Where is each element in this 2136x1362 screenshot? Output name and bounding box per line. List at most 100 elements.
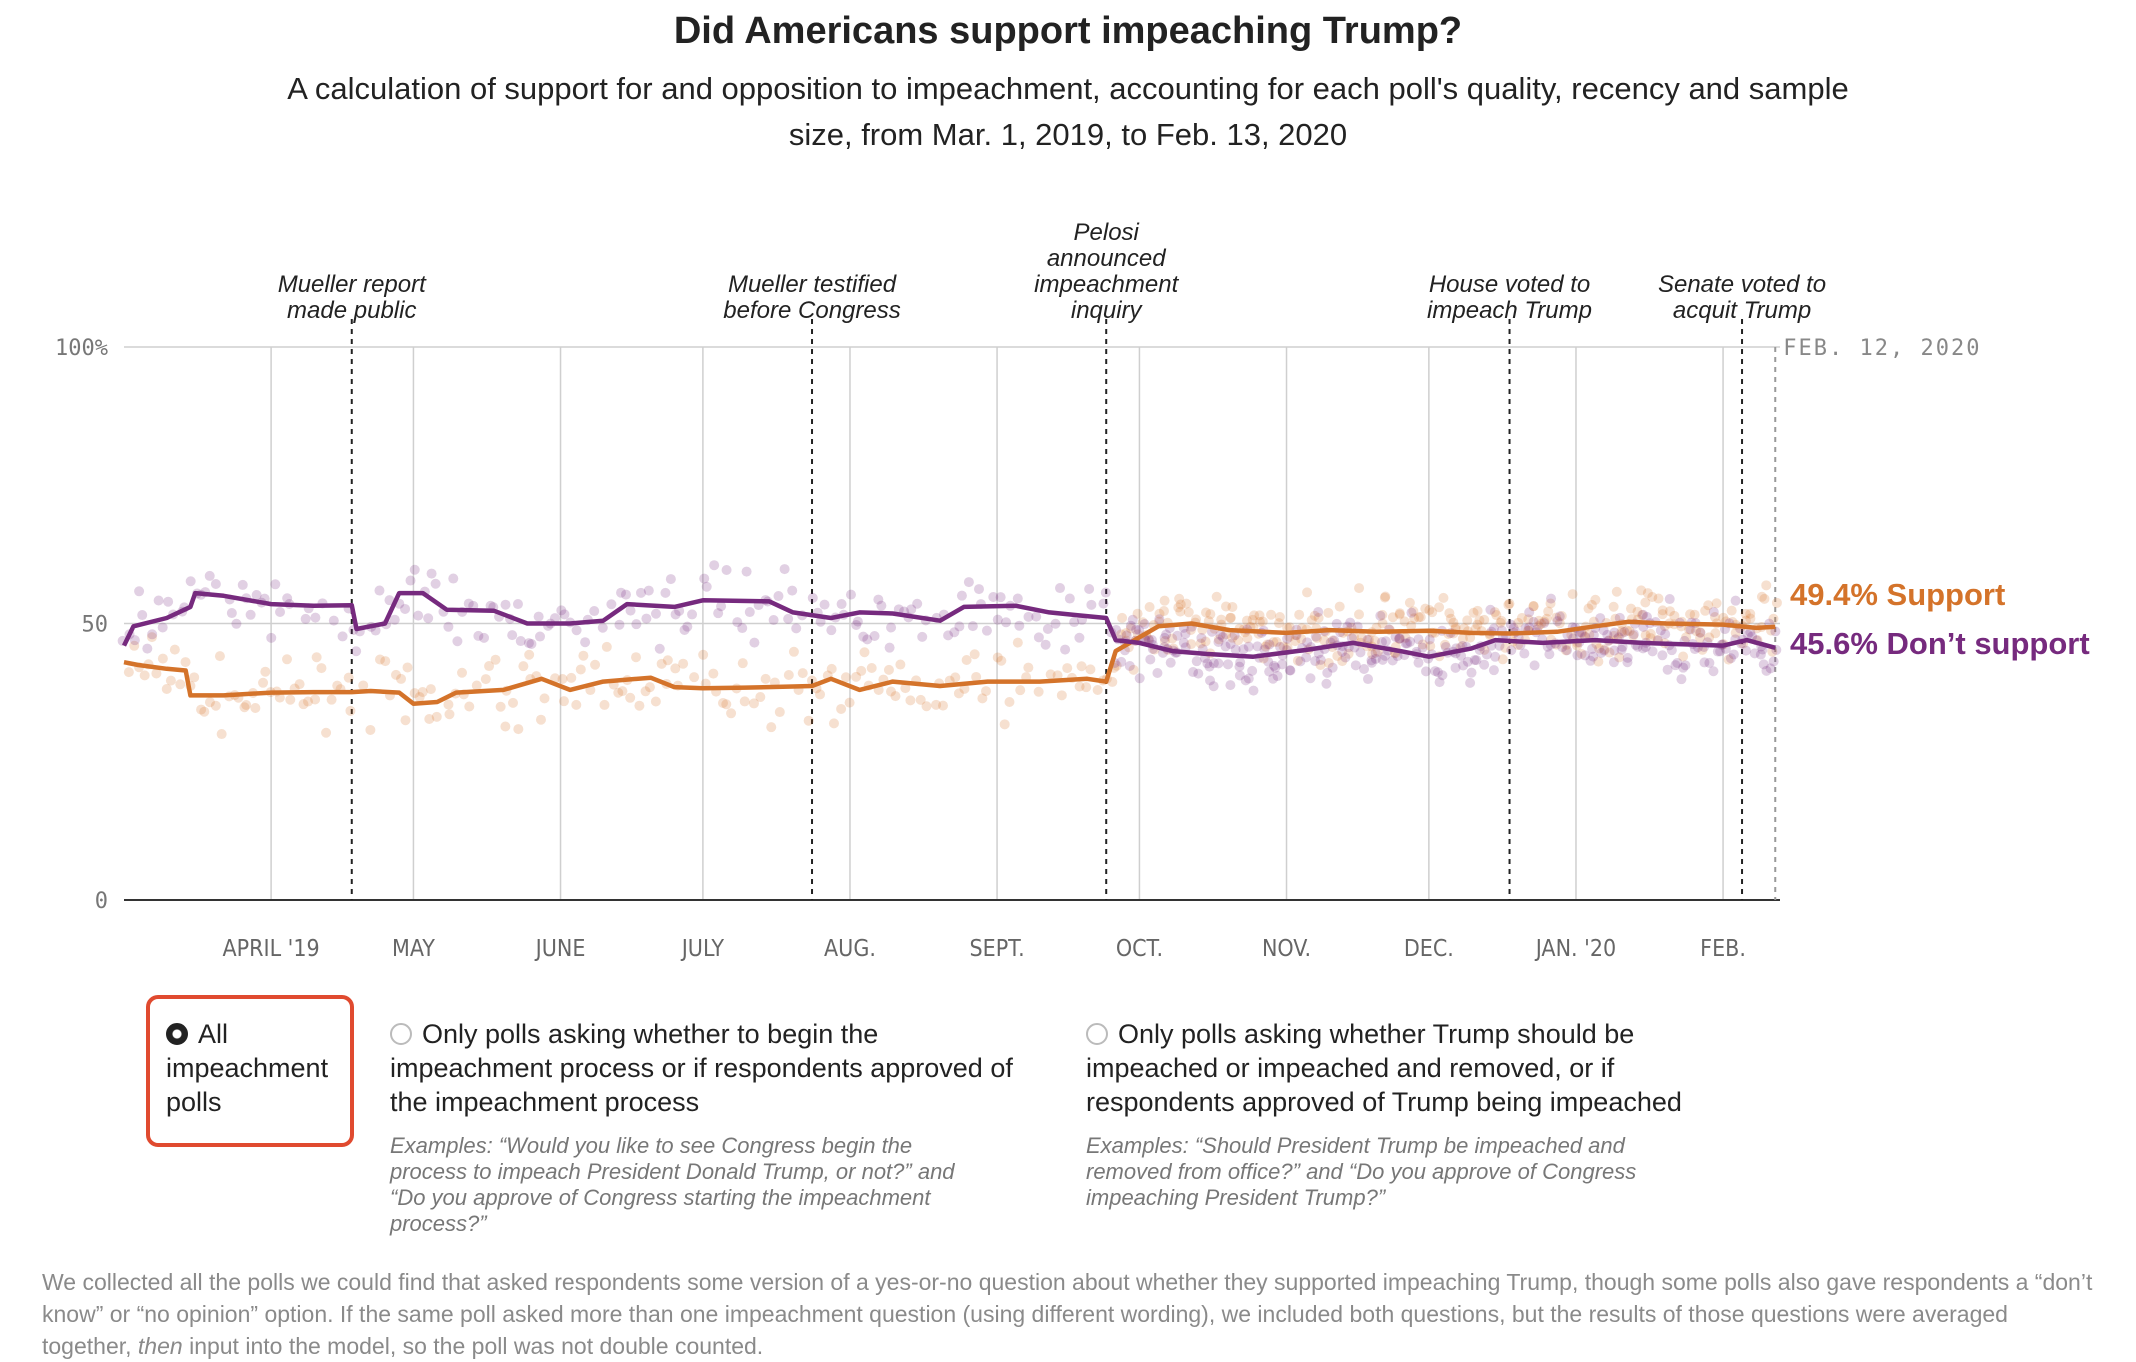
poll-dot (620, 589, 631, 600)
poll-dot (1152, 668, 1163, 679)
poll-dot (1269, 660, 1280, 671)
poll-dot (389, 614, 400, 625)
poll-dot (606, 599, 617, 610)
poll-dot (1205, 609, 1216, 620)
poll-dot (1377, 654, 1388, 665)
poll-dot (1758, 659, 1769, 670)
poll-dot (1611, 586, 1622, 597)
poll-dot (1440, 641, 1451, 652)
poll-dot (1054, 583, 1065, 594)
poll-dot (737, 623, 748, 634)
poll-dot (791, 623, 802, 634)
option-label: All (198, 1019, 229, 1049)
poll-dot (1636, 585, 1647, 596)
poll-dot (1765, 663, 1776, 674)
poll-dot (535, 631, 546, 642)
poll-dot (524, 649, 535, 660)
poll-dot (1159, 595, 1170, 606)
poll-dot (1174, 593, 1185, 604)
poll-dot (1638, 609, 1649, 620)
poll-dot (417, 687, 428, 698)
poll-dot (1331, 618, 1342, 629)
event-label: Senate voted to (1658, 271, 1826, 298)
poll-dot (1503, 599, 1514, 610)
poll-dot (1723, 654, 1734, 665)
option-label: respondents approved of Trump being impe… (1086, 1087, 1682, 1117)
poll-dot (1505, 619, 1516, 630)
poll-dot (708, 668, 719, 679)
poll-dot (1294, 609, 1305, 620)
poll-dot (640, 686, 651, 697)
poll-dot (905, 695, 916, 706)
poll-dot (523, 638, 534, 649)
poll-dot (1596, 647, 1607, 658)
poll-dot (1647, 592, 1658, 603)
poll-dot (1642, 588, 1653, 599)
poll-dot (1539, 618, 1550, 629)
poll-dot (471, 680, 482, 691)
poll-dot (1417, 642, 1428, 653)
radio-unselected-icon[interactable] (1086, 1023, 1108, 1045)
poll-dot (549, 613, 560, 624)
poll-dot (1062, 663, 1073, 674)
poll-dot (1376, 637, 1387, 648)
poll-dot (1033, 632, 1044, 643)
poll-dot (616, 587, 627, 598)
poll-dot (1337, 656, 1348, 667)
poll-dot (1334, 601, 1345, 612)
poll-dot (1472, 605, 1483, 616)
poll-dot (859, 647, 870, 658)
poll-dot (1327, 635, 1338, 646)
poll-dot (597, 622, 608, 633)
poll-dot (1434, 677, 1445, 688)
poll-dot (721, 564, 732, 575)
option-all-polls[interactable]: All impeachment polls (166, 1017, 328, 1119)
poll-dot (1500, 642, 1511, 653)
poll-dot (204, 570, 215, 581)
poll-dot (1270, 662, 1281, 673)
poll-dot (1666, 645, 1677, 656)
poll-dot (1254, 616, 1265, 627)
x-tick-label: APRIL '19 (222, 936, 319, 962)
radio-selected-icon[interactable] (166, 1023, 188, 1045)
poll-dot (1761, 580, 1772, 591)
poll-dot (1602, 629, 1613, 640)
poll-dot (1413, 612, 1424, 623)
poll-dot (1551, 612, 1562, 623)
poll-dot (1681, 632, 1692, 643)
poll-dot (216, 729, 227, 740)
poll-dot (275, 606, 286, 617)
poll-dot (1217, 632, 1228, 643)
poll-dot (1560, 645, 1571, 656)
event-label: House voted to (1429, 271, 1590, 298)
poll-dot (425, 684, 436, 695)
poll-dot (1107, 676, 1118, 687)
poll-dot (1172, 630, 1183, 641)
poll-dot (157, 653, 168, 664)
poll-dot (1216, 614, 1227, 625)
poll-dot (1685, 624, 1696, 635)
poll-dot (1329, 635, 1340, 646)
option-impeached-removed-polls[interactable]: Only polls asking whether Trump should b… (1086, 1017, 1726, 1211)
poll-dot (1556, 611, 1567, 622)
poll-dot (1310, 631, 1321, 642)
poll-dot (311, 652, 322, 663)
poll-dot (1768, 613, 1779, 624)
poll-dot (1399, 616, 1410, 627)
poll-dot (1567, 589, 1578, 600)
option-begin-process-polls[interactable]: Only polls asking whether to begin the i… (390, 1017, 1040, 1237)
poll-dot (967, 621, 978, 632)
poll-dot (851, 619, 862, 630)
poll-dot (409, 688, 420, 699)
poll-dot (1712, 646, 1723, 657)
poll-dot (1604, 647, 1615, 658)
poll-dot (1125, 623, 1136, 634)
poll-dot (1485, 604, 1496, 615)
poll-dot (1208, 681, 1219, 692)
poll-dot (1146, 634, 1157, 645)
poll-dot (1434, 602, 1445, 613)
radio-unselected-icon[interactable] (390, 1023, 412, 1045)
poll-dot (1315, 654, 1326, 665)
poll-dot (1098, 598, 1109, 609)
poll-dot (1730, 595, 1741, 606)
